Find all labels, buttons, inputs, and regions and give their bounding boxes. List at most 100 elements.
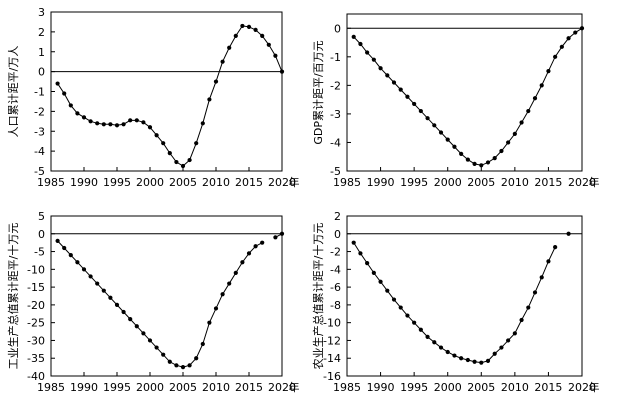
- x-tick-label: 1995: [400, 176, 428, 189]
- data-point: [553, 54, 558, 59]
- data-point: [134, 118, 139, 123]
- x-tick-label: 1985: [37, 176, 65, 189]
- data-point: [378, 279, 383, 284]
- data-point: [438, 345, 444, 350]
- data-point: [559, 44, 564, 49]
- y-tick-label: 0: [38, 66, 45, 79]
- data-point: [62, 245, 67, 251]
- data-point: [134, 324, 139, 329]
- x-tick-label: 1995: [103, 381, 131, 394]
- y-tick-label: -12: [323, 334, 341, 347]
- y-tick-label: -3: [330, 108, 341, 121]
- x-tick-label: 2010: [501, 176, 529, 189]
- x-tick-label: 2015: [235, 381, 263, 394]
- data-point: [141, 331, 146, 336]
- x-tick-label: 1985: [333, 381, 361, 394]
- data-point: [546, 68, 551, 74]
- data-point: [539, 275, 544, 280]
- data-point: [81, 267, 87, 272]
- y-axis-title: 农业生产总值累计距平/十万元: [311, 223, 325, 370]
- data-point: [391, 297, 397, 302]
- data-point: [161, 352, 166, 357]
- data-point: [147, 125, 153, 130]
- y-tick-label: 3: [38, 6, 45, 19]
- x-tick-label: 2005: [169, 381, 197, 394]
- data-point: [425, 116, 430, 121]
- data-point: [351, 240, 356, 245]
- data-point: [405, 94, 410, 99]
- x-tick-label: 2020: [268, 381, 296, 394]
- y-tick-label: -1: [330, 51, 341, 64]
- data-point: [220, 59, 225, 64]
- data-point: [260, 240, 265, 245]
- data-point: [273, 235, 278, 240]
- y-tick-label: -15: [27, 281, 45, 294]
- y-tick-label: -2: [34, 105, 45, 118]
- y-tick-label: -5: [34, 165, 45, 178]
- data-point: [266, 42, 271, 47]
- data-point: [445, 349, 450, 355]
- data-point: [55, 81, 60, 86]
- data-point: [187, 157, 192, 163]
- data-point: [180, 365, 186, 370]
- data-point: [75, 260, 80, 265]
- y-tick-label: -2: [330, 246, 341, 259]
- data-point: [88, 119, 93, 124]
- data-point: [95, 121, 100, 126]
- x-tick-label: 2020: [568, 381, 596, 394]
- data-point: [68, 103, 73, 108]
- data-point: [213, 79, 219, 84]
- x-tick-label: 2000: [434, 176, 462, 189]
- plot-frame: [346, 215, 583, 377]
- data-point: [506, 140, 511, 145]
- y-tick-label: -4: [330, 136, 341, 149]
- x-axis-label: 年: [589, 380, 600, 394]
- data-point: [62, 91, 67, 96]
- data-point: [472, 359, 477, 364]
- data-point: [194, 141, 199, 146]
- data-point: [479, 360, 484, 365]
- x-tick-label: 2015: [534, 176, 562, 189]
- y-tick-label: 0: [334, 228, 341, 241]
- data-point: [579, 26, 585, 31]
- y-tick-label: -20: [27, 299, 45, 312]
- data-point: [432, 340, 437, 345]
- data-point: [240, 260, 245, 265]
- data-point: [95, 281, 100, 286]
- data-point: [174, 363, 179, 368]
- data-point: [398, 87, 403, 92]
- x-tick-label: 2015: [235, 176, 263, 189]
- x-tick-label: 2005: [169, 176, 197, 189]
- data-point: [108, 295, 113, 300]
- x-tick-label: 2005: [467, 176, 495, 189]
- x-tick-label: 2000: [136, 176, 164, 189]
- data-point: [154, 345, 159, 350]
- x-tick-label: 1990: [367, 381, 395, 394]
- data-point: [432, 123, 437, 128]
- data-point: [378, 66, 383, 71]
- data-point: [512, 331, 517, 336]
- data-point: [246, 24, 252, 30]
- data-point: [385, 288, 390, 293]
- data-point: [452, 144, 457, 149]
- y-tick-label: 0: [334, 22, 341, 35]
- data-point: [55, 238, 60, 243]
- data-point: [553, 245, 558, 250]
- x-tick-label: 1985: [333, 176, 361, 189]
- data-point: [187, 363, 192, 368]
- data-point: [412, 101, 417, 107]
- data-point: [154, 133, 159, 138]
- data-point: [253, 27, 258, 32]
- data-point: [351, 34, 356, 39]
- data-point: [358, 251, 363, 256]
- data-point: [492, 156, 497, 161]
- x-tick-label: 1990: [70, 176, 98, 189]
- y-axis-title: 工业生产总值累计距平/十万元: [6, 223, 20, 370]
- data-point: [68, 253, 73, 258]
- y-tick-label: -25: [27, 317, 45, 330]
- data-point: [128, 317, 133, 322]
- y-tick-label: -5: [34, 246, 45, 259]
